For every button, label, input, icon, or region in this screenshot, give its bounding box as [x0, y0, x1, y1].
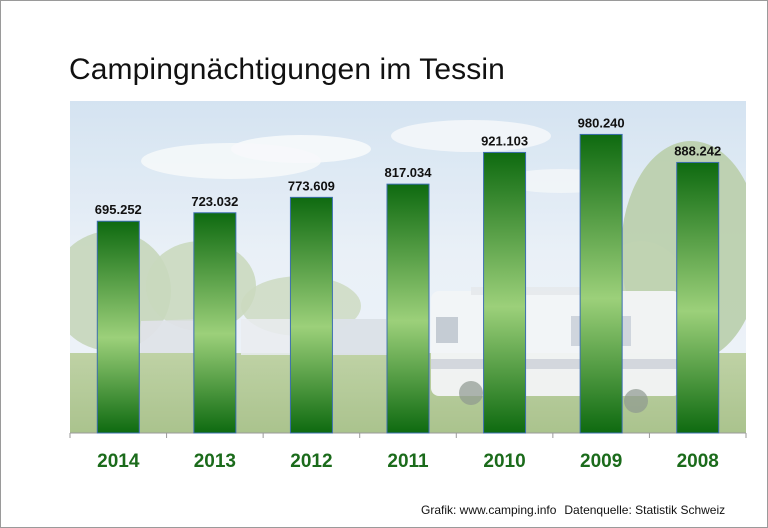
bar-2013 — [193, 212, 237, 434]
category-label-2009: 2009 — [580, 451, 622, 472]
value-label-2013: 723.032 — [191, 194, 238, 209]
value-label-2011: 817.034 — [385, 165, 433, 180]
value-label-2014: 695.252 — [95, 202, 142, 217]
bar-2008 — [676, 161, 720, 434]
category-label-2014: 2014 — [97, 451, 140, 472]
category-label-2010: 2010 — [483, 451, 525, 472]
value-label-2008: 888.242 — [674, 143, 721, 158]
bar-2014 — [96, 220, 140, 434]
data-source: Datenquelle: Statistik Schweiz — [564, 503, 726, 517]
bar-series — [96, 133, 720, 434]
bar-2012 — [289, 196, 333, 434]
category-label-2013: 2013 — [194, 451, 236, 472]
value-label-2012: 773.609 — [288, 178, 335, 193]
bar-value-labels: 695.252 723.032 773.609 817.034 921.103 980.2… — [95, 115, 721, 217]
bar-2011 — [386, 183, 430, 434]
chart-title: Campingnächtigungen im Tessin — [69, 53, 505, 86]
bar-2009 — [579, 133, 623, 434]
category-label-2012: 2012 — [290, 451, 332, 472]
value-label-2009: 980.240 — [578, 115, 625, 130]
category-label-2011: 2011 — [387, 451, 429, 472]
bar-2010 — [483, 151, 527, 434]
value-label-2010: 921.103 — [481, 133, 528, 148]
category-label-2008: 2008 — [677, 451, 719, 472]
graphic-credit: Grafik: www.camping.info — [421, 503, 557, 517]
category-labels: 2014 2013 2012 2011 2010 2009 2008 — [97, 451, 719, 472]
x-axis-ticks — [69, 433, 747, 438]
source-footer: Grafik: www.camping.info Datenquelle: Sta… — [421, 503, 733, 517]
